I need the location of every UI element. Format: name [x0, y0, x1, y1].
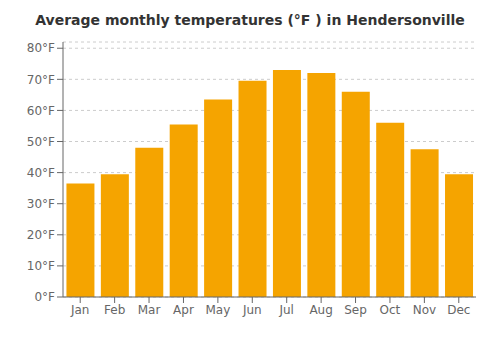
svg-text:Mar: Mar	[138, 303, 161, 317]
svg-text:Sep: Sep	[344, 303, 367, 317]
svg-text:Aug: Aug	[309, 303, 332, 317]
svg-text:40°F: 40°F	[27, 166, 55, 180]
svg-text:Jul: Jul	[278, 303, 293, 317]
svg-text:Jun: Jun	[242, 303, 262, 317]
svg-text:20°F: 20°F	[27, 228, 55, 242]
svg-text:10°F: 10°F	[27, 259, 55, 273]
svg-text:Jan: Jan	[70, 303, 90, 317]
svg-text:Dec: Dec	[447, 303, 470, 317]
svg-text:Apr: Apr	[173, 303, 194, 317]
svg-text:30°F: 30°F	[27, 197, 55, 211]
svg-text:Oct: Oct	[380, 303, 401, 317]
svg-text:Feb: Feb	[104, 303, 125, 317]
html-text:Average monthly temperatures (: Average monthly temperatures (°F ) in He…	[35, 12, 465, 28]
svg-text:60°F: 60°F	[27, 104, 55, 118]
svg-text:May: May	[205, 303, 230, 317]
svg-text:70°F: 70°F	[27, 73, 55, 87]
svg-text:50°F: 50°F	[27, 135, 55, 149]
svg-text:0°F: 0°F	[34, 290, 55, 304]
svg-text:Nov: Nov	[413, 303, 436, 317]
svg-text:80°F: 80°F	[27, 41, 55, 55]
